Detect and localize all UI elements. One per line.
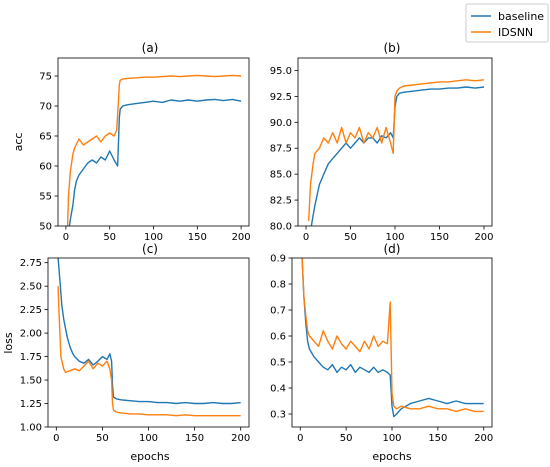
y-tick-label: 95.0 xyxy=(270,66,292,77)
y-tick-label: 82.5 xyxy=(270,196,292,207)
x-tick-label: 150 xyxy=(430,232,449,243)
y-tick-label: 0.8 xyxy=(270,280,286,291)
panel-a: (a) acc 0 50 100 150 200 50 55 60 65 70 75 xyxy=(12,41,251,243)
x-tick-label: 200 xyxy=(232,232,251,243)
y-tick-label: 2.00 xyxy=(20,329,42,340)
y-tick-label: 50 xyxy=(39,222,52,233)
x-tick-label: 50 xyxy=(344,232,357,243)
panel-d: (d) epochs 0 50 100 150 200 0.3 0.4 0.5 0.6 0.7 0.… xyxy=(270,242,493,463)
series-line-idsnn xyxy=(308,79,485,221)
y-tick-label: 1.75 xyxy=(20,352,42,363)
x-tick-label: 100 xyxy=(385,232,404,243)
y-tick-label: 2.75 xyxy=(20,258,42,269)
y-tick-label: 0.5 xyxy=(270,358,286,369)
x-tick-label: 0 xyxy=(63,232,69,243)
y-tick-label: 55 xyxy=(39,192,52,203)
x-tick-label: 100 xyxy=(382,433,401,444)
y-tick-label: 2.50 xyxy=(20,282,42,293)
series-line-baseline xyxy=(301,258,484,418)
series-line-baseline xyxy=(57,258,241,405)
x-tick-label: 150 xyxy=(188,232,207,243)
y-tick-label: 0.7 xyxy=(270,306,286,317)
y-tick-label: 0.9 xyxy=(270,254,286,265)
x-tick-label: 200 xyxy=(474,433,493,444)
plot-area: 0 50 100 150 200 0.3 0.4 0.5 0.6 0.7 0.8 0.9 xyxy=(270,254,493,445)
x-tick-label: 0 xyxy=(303,232,309,243)
y-tick-label: 0.4 xyxy=(270,384,286,395)
x-tick-label: 100 xyxy=(139,433,158,444)
plot-area: 0 50 100 150 200 50 55 60 65 70 75 xyxy=(39,57,251,243)
y-tick-label: 0.3 xyxy=(270,410,286,421)
x-tick-label: 150 xyxy=(185,433,204,444)
panel-title: (a) xyxy=(142,41,159,55)
y-axis-label: loss xyxy=(2,332,15,354)
x-tick-label: 150 xyxy=(428,433,447,444)
legend-label-baseline: baseline xyxy=(498,10,544,23)
y-tick-label: 2.25 xyxy=(20,305,42,316)
y-tick-label: 1.00 xyxy=(20,423,42,434)
y-tick-label: 75 xyxy=(39,72,52,83)
legend: baseline IDSNN xyxy=(465,3,549,43)
series-line-idsnn xyxy=(57,286,241,417)
y-tick-label: 80.0 xyxy=(270,222,292,233)
y-tick-label: 1.25 xyxy=(20,399,42,410)
x-tick-label: 100 xyxy=(144,232,163,243)
x-tick-label: 0 xyxy=(297,433,303,444)
series-line-baseline xyxy=(68,98,242,226)
x-tick-label: 50 xyxy=(96,433,109,444)
x-tick-label: 50 xyxy=(103,232,116,243)
y-tick-label: 65 xyxy=(39,132,52,143)
y-tick-label: 70 xyxy=(39,102,52,113)
legend-label-idsnn: IDSNN xyxy=(498,26,533,39)
x-tick-label: 200 xyxy=(231,433,250,444)
x-axis-label: epochs xyxy=(130,450,169,463)
series-line-idsnn xyxy=(66,74,242,226)
plot-area: 0 50 100 150 200 1.00 1.25 1.50 1.75 2.00 2.25 2.50… xyxy=(20,257,250,444)
series-line-idsnn xyxy=(301,258,484,413)
series-line-baseline xyxy=(310,86,485,226)
y-tick-label: 0.6 xyxy=(270,332,286,343)
panel-title: (c) xyxy=(142,242,158,256)
x-axis-label: epochs xyxy=(372,450,411,463)
plot-area: 0 50 100 150 200 80.0 82.5 85.0 87.5 90.0 92.5 95.0 xyxy=(270,57,494,243)
panel-b: (b) 0 50 100 150 200 80.0 82.5 85.0 87.5 90.0 92.5… xyxy=(270,41,494,243)
x-tick-label: 50 xyxy=(340,433,353,444)
x-tick-label: 200 xyxy=(474,232,493,243)
y-tick-label: 90.0 xyxy=(270,118,292,129)
y-tick-label: 92.5 xyxy=(270,92,292,103)
panel-title: (d) xyxy=(384,242,401,256)
y-tick-label: 85.0 xyxy=(270,170,292,181)
y-tick-label: 87.5 xyxy=(270,144,292,155)
x-tick-label: 0 xyxy=(53,433,59,444)
panel-c: (c) loss epochs 0 50 100 150 200 1.00 1.25 1.50… xyxy=(2,242,250,463)
y-tick-label: 60 xyxy=(39,162,52,173)
y-tick-label: 1.50 xyxy=(20,376,42,387)
y-axis-label: acc xyxy=(12,133,25,152)
panel-title: (b) xyxy=(384,41,401,55)
